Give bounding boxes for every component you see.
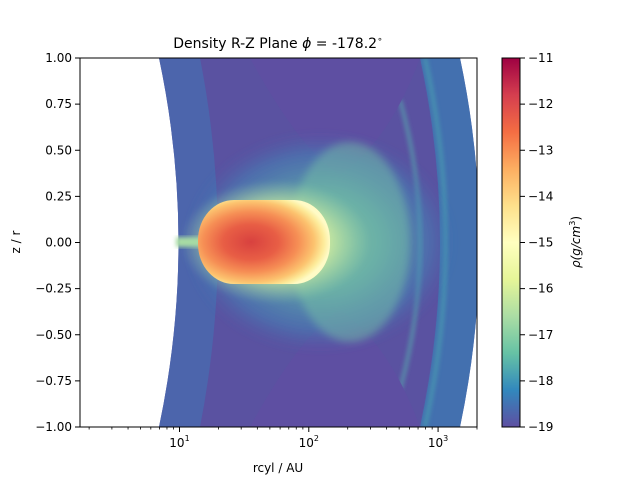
y-tick-label: −0.75 <box>35 374 72 388</box>
y-tick-label: −0.50 <box>35 328 72 342</box>
upper-cavity <box>250 58 420 175</box>
colorbar-tick-label: −11 <box>528 51 553 65</box>
y-tick-label: −0.25 <box>35 282 72 296</box>
chart-title: Density R-Z Plane ϕ = -178.2∘ <box>173 35 382 52</box>
colorbar-tick-label: −18 <box>528 374 553 388</box>
y-tick-label: 0.75 <box>45 97 72 111</box>
colorbar <box>501 57 521 428</box>
y-axis-label: z / r <box>9 230 23 253</box>
y-tick-label: 0.25 <box>45 189 72 203</box>
y-tick-label: 1.00 <box>45 51 72 65</box>
y-tick-label: 0.50 <box>45 143 72 157</box>
density-heatmap <box>80 58 477 427</box>
colorbar-tick-label: −19 <box>528 420 553 434</box>
x-tick-label: 102 <box>299 434 319 450</box>
y-tick-label: 0.00 <box>45 236 72 250</box>
dense-core <box>198 200 330 284</box>
y-axis-ticks: 1.00 0.75 0.50 0.25 0.00 −0.25 −0.50 −0.75 −1.00 <box>35 51 80 434</box>
colorbar-tick-label: −12 <box>528 97 553 111</box>
colorbar-tick-label: −15 <box>528 236 553 250</box>
x-axis-ticks: 101 102 103 <box>88 427 478 450</box>
colorbar-ticks: −11 −12 −13 −14 −15 −16 −17 −18 −19 <box>520 51 553 434</box>
colorbar-tick-label: −17 <box>528 328 553 342</box>
colorbar-tick-label: −16 <box>528 282 553 296</box>
colorbar-tick-label: −13 <box>528 143 553 157</box>
colorbar-tick-label: −14 <box>528 189 553 203</box>
lower-cavity <box>250 310 420 427</box>
colorbar-label: ρ(g/cm3) <box>568 216 583 268</box>
midplane-jet <box>176 237 206 247</box>
y-tick-label: −1.00 <box>35 420 72 434</box>
x-tick-label: 103 <box>428 434 448 450</box>
x-axis-label: rcyl / AU <box>253 461 303 475</box>
x-tick-label: 101 <box>169 434 189 450</box>
